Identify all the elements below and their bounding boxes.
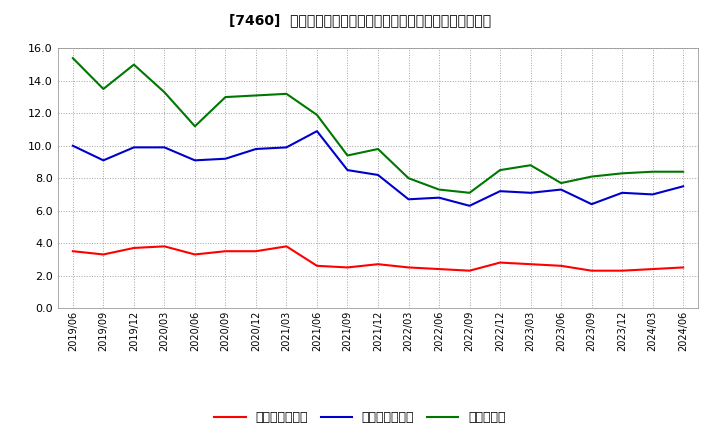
買入債務回転率 (557, 187, 565, 192)
夒上債権回転率 (312, 263, 321, 268)
夒上債権回転率 (191, 252, 199, 257)
Line: 在庫回転率: 在庫回転率 (73, 58, 683, 193)
買入債務回転率 (404, 197, 413, 202)
在庫回転率 (526, 162, 535, 168)
夒上債権回転率 (618, 268, 626, 273)
買入債務回転率 (465, 203, 474, 209)
夒上債権回転率 (588, 268, 596, 273)
在庫回転率 (496, 168, 505, 173)
在庫回転率 (435, 187, 444, 192)
買入債務回転率 (221, 156, 230, 161)
買入債務回転率 (618, 190, 626, 195)
夒上債権回転率 (130, 246, 138, 251)
買入債務回転率 (312, 128, 321, 134)
在庫回転率 (282, 91, 291, 96)
買入債務回転率 (526, 190, 535, 195)
在庫回転率 (312, 112, 321, 117)
買入債務回転率 (130, 145, 138, 150)
在庫回転率 (618, 171, 626, 176)
夒上債権回転率 (404, 265, 413, 270)
在庫回転率 (160, 90, 168, 95)
買入債務回転率 (648, 192, 657, 197)
夒上債権回転率 (282, 244, 291, 249)
在庫回転率 (68, 55, 77, 61)
在庫回転率 (679, 169, 688, 174)
在庫回転率 (374, 147, 382, 152)
在庫回転率 (221, 95, 230, 100)
夒上債権回転率 (374, 261, 382, 267)
在庫回転率 (648, 169, 657, 174)
在庫回転率 (557, 180, 565, 186)
買入債務回転率 (282, 145, 291, 150)
夒上債権回転率 (496, 260, 505, 265)
買入債務回転率 (99, 158, 108, 163)
Legend: 夒上債権回転率, 買入債務回転率, 在庫回転率: 夒上債権回転率, 買入債務回転率, 在庫回転率 (210, 407, 510, 429)
買入債務回転率 (496, 188, 505, 194)
Line: 買入債務回転率: 買入債務回転率 (73, 131, 683, 206)
在庫回転率 (130, 62, 138, 67)
在庫回転率 (404, 176, 413, 181)
夒上債権回転率 (99, 252, 108, 257)
夒上債権回転率 (526, 261, 535, 267)
夒上債権回転率 (251, 249, 260, 254)
在庫回転率 (251, 93, 260, 98)
買入債務回転率 (435, 195, 444, 200)
夒上債権回転率 (557, 263, 565, 268)
夒上債権回転率 (465, 268, 474, 273)
買入債務回転率 (160, 145, 168, 150)
夒上債権回転率 (160, 244, 168, 249)
買入債務回転率 (343, 168, 352, 173)
在庫回転率 (99, 86, 108, 92)
在庫回転率 (343, 153, 352, 158)
夒上債権回転率 (648, 267, 657, 272)
買入債務回転率 (251, 147, 260, 152)
在庫回転率 (191, 124, 199, 129)
夒上債権回転率 (679, 265, 688, 270)
買入債務回転率 (588, 202, 596, 207)
買入債務回転率 (374, 172, 382, 178)
夒上債権回転率 (221, 249, 230, 254)
在庫回転率 (588, 174, 596, 179)
在庫回転率 (465, 190, 474, 195)
夒上債権回転率 (435, 267, 444, 272)
買入債務回転率 (679, 183, 688, 189)
夒上債権回転率 (343, 265, 352, 270)
買入債務回転率 (191, 158, 199, 163)
Text: [7460]  夒上債権回転率、買入債務回転率、在庫回転率の推移: [7460] 夒上債権回転率、買入債務回転率、在庫回転率の推移 (229, 13, 491, 27)
Line: 夒上債権回転率: 夒上債権回転率 (73, 246, 683, 271)
夒上債権回転率 (68, 249, 77, 254)
買入債務回転率 (68, 143, 77, 148)
